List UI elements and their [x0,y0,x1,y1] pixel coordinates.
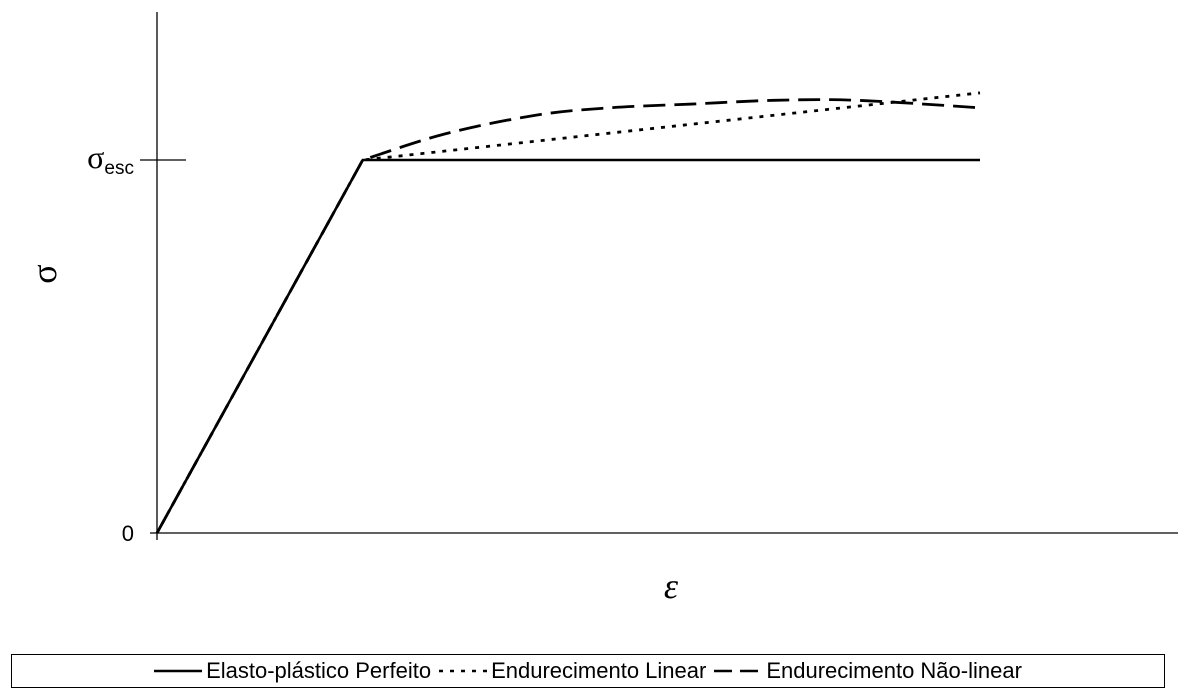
legend-swatch-dashed [714,669,763,673]
series-line-dotted [155,91,981,534]
legend-item-solid: Elasto-plástico Perfeito [154,658,431,684]
legend-label: Endurecimento Não-linear [766,658,1022,683]
series-layer [155,91,981,534]
y-tick-label: σesc [87,139,134,179]
y-ticks: 0 σesc [87,139,186,546]
legend-item-dotted: Endurecimento Linear [439,658,706,684]
legend: Elasto-plástico Perfeito Endurecimento Li… [11,654,1165,688]
legend-swatch-solid [154,669,203,673]
legend-label: Endurecimento Linear [491,658,707,683]
y-axis-label: σ [24,264,64,283]
legend-swatch-dotted [439,669,488,673]
stress-strain-chart: 0 σesc σ ε [24,12,1178,606]
x-axis-label: ε [664,566,679,606]
series-line-dashed [155,98,981,534]
axes [150,12,1178,540]
legend-label: Elasto-plástico Perfeito [206,658,432,683]
series-line-solid [155,158,980,534]
y-tick-label: 0 [122,521,134,546]
legend-item-dashed: Endurecimento Não-linear [714,658,1022,684]
